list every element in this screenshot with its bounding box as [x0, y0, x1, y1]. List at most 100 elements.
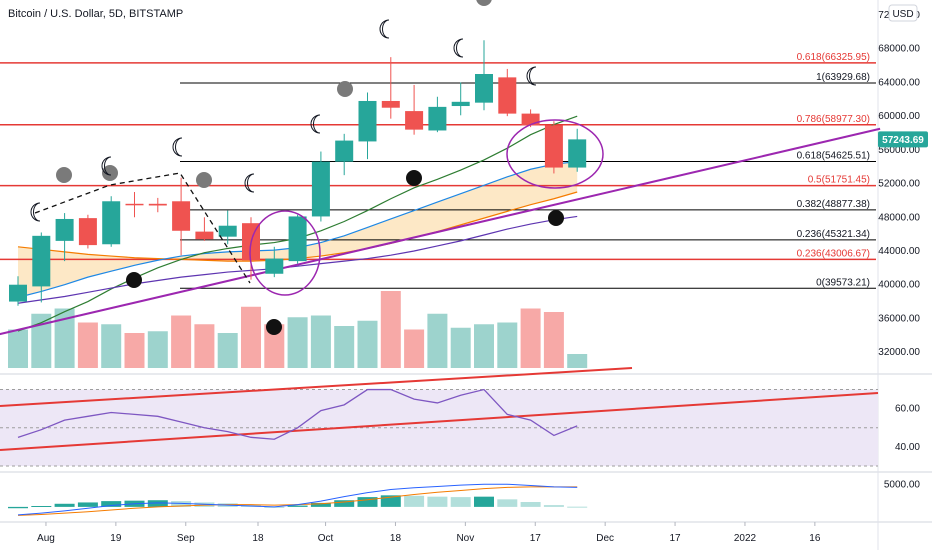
candle-body [55, 218, 74, 241]
candle-body [521, 113, 540, 126]
moon-shape [172, 137, 183, 157]
volume-bar [264, 324, 285, 368]
candle[interactable] [172, 177, 191, 256]
candle-body [358, 100, 377, 142]
candle-body [172, 201, 191, 231]
fib-level-label: 1(63929.68) [816, 72, 870, 83]
volume-bar [124, 333, 145, 368]
rsi-pane[interactable] [0, 367, 879, 467]
candle[interactable] [55, 213, 74, 262]
ma-purple-line [17, 215, 578, 304]
price-axis-label: 52000.00 [878, 179, 920, 190]
candle-body [148, 203, 167, 206]
fib-level-label: 0.236(45321.34) [797, 229, 870, 240]
candle[interactable] [335, 133, 354, 176]
candle[interactable] [568, 128, 587, 172]
candle[interactable] [148, 197, 167, 213]
candle[interactable] [544, 121, 563, 174]
time-axis-label: 16 [809, 533, 821, 544]
candle[interactable] [288, 214, 307, 264]
highlight-ellipse [249, 210, 321, 296]
gray-dot-marker [337, 81, 353, 97]
moon-shape [101, 156, 112, 176]
dashed-wave-path [34, 172, 251, 284]
fib-level-label: 0.5(51751.45) [808, 175, 870, 186]
macd-histogram-bar [450, 497, 471, 507]
ma-cloud [18, 161, 578, 298]
moon-phase-icon [244, 173, 255, 193]
trend-line [0, 127, 881, 336]
trend-line-layer [0, 127, 881, 336]
candle[interactable] [475, 40, 493, 111]
rsi-axis-label: 40.00 [895, 442, 920, 453]
macd-line [17, 483, 578, 516]
moon-phase-icon [30, 202, 41, 222]
time-axis-label: 18 [390, 533, 402, 544]
candle[interactable] [405, 84, 424, 135]
candle[interactable] [451, 82, 470, 116]
candle[interactable] [218, 210, 237, 245]
price-axis-label: 64000.00 [878, 77, 920, 88]
black-dot-marker [266, 319, 282, 335]
annotation-layer [30, 0, 604, 335]
rsi-axis-label: 60.00 [895, 404, 920, 415]
candle-body [335, 140, 354, 162]
chart-title: Bitcoin / U.S. Dollar, 5D, BITSTAMP [8, 8, 183, 20]
time-axis-label: 19 [110, 533, 122, 544]
candle[interactable] [32, 232, 51, 303]
fib-level-label: 0.382(48877.38) [797, 199, 870, 210]
gray-dot-marker [102, 165, 118, 181]
volume-bar [357, 320, 378, 368]
volume-bar [31, 313, 52, 368]
volume-bar [404, 329, 425, 368]
volume-bar [427, 313, 448, 368]
price-axis-label: 44000.00 [878, 246, 920, 257]
candle-body [451, 101, 470, 107]
moon-phase-icon [453, 38, 464, 58]
volume-bar [567, 354, 588, 368]
macd-histogram-bar [287, 505, 308, 507]
volume-bar [497, 322, 518, 368]
macd-histogram-bar [77, 502, 98, 507]
candle[interactable] [102, 196, 121, 247]
volume-bar [334, 326, 355, 368]
time-axis-label: Sep [177, 533, 195, 544]
candle-body [9, 284, 27, 302]
volume-bar [101, 324, 122, 368]
candle-body [218, 225, 237, 237]
current-price-tag: 57243.69 [878, 131, 928, 148]
candle[interactable] [498, 68, 517, 117]
candle[interactable] [125, 192, 144, 218]
fib-level-label: 0.236(43006.67) [797, 248, 870, 259]
fib-level-label: 0(39573.21) [816, 277, 870, 288]
currency-badge[interactable]: USD [888, 4, 918, 22]
candle[interactable] [78, 214, 97, 249]
macd-pane[interactable] [8, 483, 588, 516]
candle[interactable] [265, 246, 284, 278]
macd-histogram-bar [101, 501, 122, 507]
candle-body [102, 201, 121, 245]
candle[interactable] [381, 57, 400, 119]
candle[interactable] [195, 217, 214, 241]
price-axis-label: 32000.00 [878, 347, 920, 358]
price-axis-label: 56000.00 [878, 145, 920, 156]
candle-body [475, 74, 493, 103]
time-axis-label: 2022 [734, 533, 757, 544]
macd-histogram-bar [427, 496, 448, 507]
candle[interactable] [358, 92, 377, 160]
candle[interactable] [428, 96, 447, 133]
current-price-label: 57243.69 [882, 135, 924, 146]
candle-body [405, 111, 424, 130]
time-axis-label: Oct [318, 533, 334, 544]
volume-bar [77, 322, 98, 368]
moon-phase-icon [310, 114, 321, 134]
fibonacci-layer: 0.618(66325.95) 1(63929.68) 0.786(58977.30… [0, 52, 876, 289]
price-axis[interactable]: 72000.0068000.0064000.0060000.0056000.00… [878, 10, 920, 491]
candle[interactable] [311, 151, 330, 222]
candle-body [381, 100, 400, 108]
macd-histogram-bar [520, 502, 541, 507]
candle[interactable] [9, 276, 27, 306]
volume-bar [380, 291, 401, 368]
time-axis[interactable]: Aug 19 Sep 18 Oct 18 Nov 17 Dec 17 2022 16 [37, 522, 821, 544]
